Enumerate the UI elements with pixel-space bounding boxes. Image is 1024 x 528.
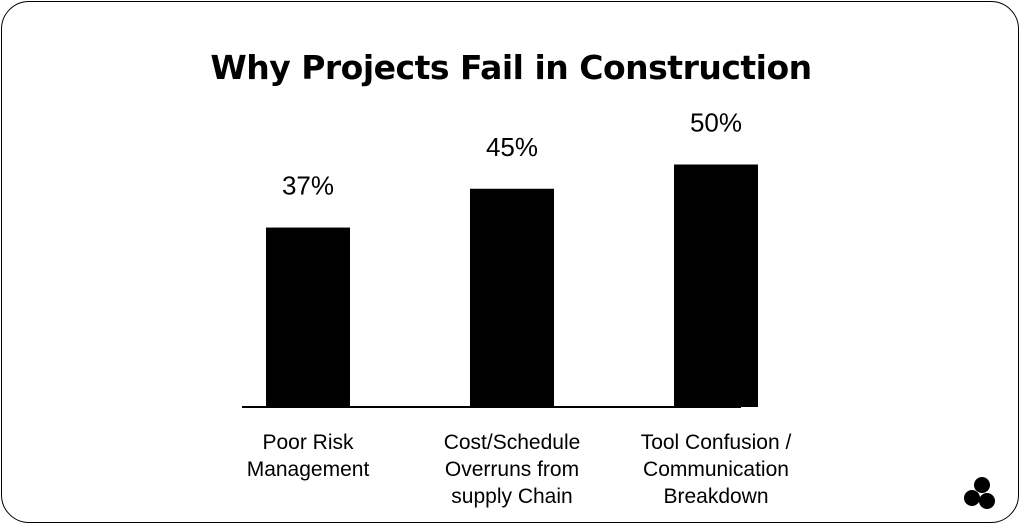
data-label-3: 50% [690,108,742,138]
data-label-2: 45% [486,132,538,162]
category-label-1: Poor Risk Management [208,429,408,483]
category-label-line: Breakdown [663,485,769,508]
data-label-1: 37% [282,171,334,201]
trefoil-logo-icon [964,477,995,509]
chart-title: Why Projects Fail in Construction [210,48,812,87]
category-label-2: Cost/Schedule Overruns from supply Chain [412,429,612,510]
category-label-line: supply Chain [451,485,573,508]
category-label-line: Communication [643,458,789,481]
category-label-3: Tool Confusion / Communication Breakdown [616,429,816,510]
category-label-line: Cost/Schedule [443,431,581,454]
category-label-line: Tool Confusion / [640,431,792,454]
bar-1 [266,227,350,407]
category-label-line: Poor Risk [262,431,354,454]
category-label-line: Management [246,458,370,481]
bar-3 [674,164,758,407]
bar-2 [470,188,554,407]
category-label-line: Overruns from [444,458,580,481]
